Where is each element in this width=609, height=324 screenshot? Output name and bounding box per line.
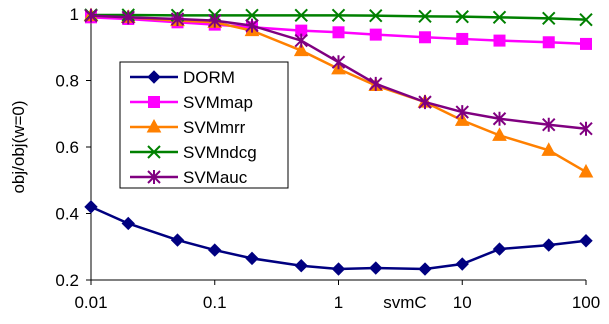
series-layer <box>83 7 594 276</box>
x-axis-title: svmC <box>383 293 426 312</box>
legend-label: SVMauc <box>183 168 248 187</box>
y-tick-label: 1 <box>70 5 79 24</box>
y-axis-title: obj/obj(w=0) <box>9 100 28 193</box>
data-point <box>542 117 556 132</box>
data-point <box>208 13 222 28</box>
data-point <box>493 34 506 47</box>
legend-item-svmauc: SVMauc <box>130 168 248 187</box>
y-tick-label: 0.8 <box>55 72 79 91</box>
x-tick-label: 0.1 <box>203 293 227 312</box>
data-point <box>418 9 432 24</box>
data-point <box>455 9 469 24</box>
data-point <box>294 33 308 48</box>
data-point <box>580 37 592 50</box>
data-point <box>579 234 593 248</box>
series-svmauc <box>84 8 593 136</box>
data-point <box>369 261 383 275</box>
legend-label: SVMmap <box>183 93 253 112</box>
legend-item-dorm: DORM <box>130 68 235 87</box>
series-line <box>90 205 587 271</box>
x-tick-label: 1 <box>334 293 343 312</box>
data-point <box>331 55 346 70</box>
legend-item-svmmap: SVMmap <box>130 93 253 112</box>
legend-marker <box>146 118 162 133</box>
data-point <box>455 257 469 271</box>
data-point <box>369 8 383 23</box>
data-point <box>418 262 432 276</box>
series-dorm <box>84 200 593 276</box>
legend-label: DORM <box>183 68 235 87</box>
x-tick-label: 10 <box>453 293 472 312</box>
data-point <box>331 8 346 23</box>
data-point <box>492 127 507 141</box>
data-point <box>294 8 308 23</box>
data-point <box>369 76 383 91</box>
legend-label: SVMndcg <box>183 143 257 162</box>
data-point <box>541 142 557 156</box>
x-tick-label: 100 <box>572 293 600 312</box>
legend-marker <box>147 70 161 84</box>
data-point <box>121 10 135 25</box>
legend-marker <box>147 145 161 159</box>
legend-marker <box>148 96 160 108</box>
data-point <box>331 262 346 276</box>
legend: DORM SVMmap SVMmrr SVMndcg SVMauc <box>119 61 289 189</box>
data-point <box>579 121 593 136</box>
data-point <box>492 111 507 126</box>
legend-item-svmndcg: SVMndcg <box>130 143 257 162</box>
data-point <box>456 32 469 45</box>
data-point <box>455 105 469 120</box>
data-point <box>245 18 259 33</box>
data-point <box>208 243 222 257</box>
y-tick-label: 0.6 <box>55 138 79 157</box>
data-point <box>170 11 185 26</box>
data-point <box>542 238 556 252</box>
data-point <box>245 8 259 23</box>
data-point <box>369 28 382 41</box>
data-point <box>418 95 432 110</box>
data-point <box>542 11 556 26</box>
legend-marker <box>147 170 161 184</box>
legend-item-svmmrr: SVMmrr <box>130 118 246 137</box>
data-point <box>542 36 555 49</box>
data-point <box>332 26 345 39</box>
y-tick-label: 0.4 <box>55 205 79 224</box>
data-point <box>121 216 135 231</box>
data-point <box>454 112 470 126</box>
data-point <box>578 163 594 178</box>
data-point <box>84 200 98 214</box>
data-point <box>492 242 507 256</box>
axes: 0.2 0.4 0.6 0.8 1 0.01 0.1 1 10 100 svmC obj/obj(w=… <box>9 5 600 312</box>
data-point <box>245 251 259 266</box>
data-point <box>170 233 185 247</box>
data-point <box>293 42 309 57</box>
data-point <box>579 12 593 27</box>
legend-label: SVMmrr <box>183 118 246 137</box>
data-point <box>418 31 431 44</box>
x-tick-label: 0.01 <box>74 293 107 312</box>
data-point <box>492 10 507 25</box>
legend-box <box>119 61 289 189</box>
data-point <box>294 258 308 273</box>
data-point <box>84 8 98 23</box>
y-tick-label: 0.2 <box>55 271 79 290</box>
